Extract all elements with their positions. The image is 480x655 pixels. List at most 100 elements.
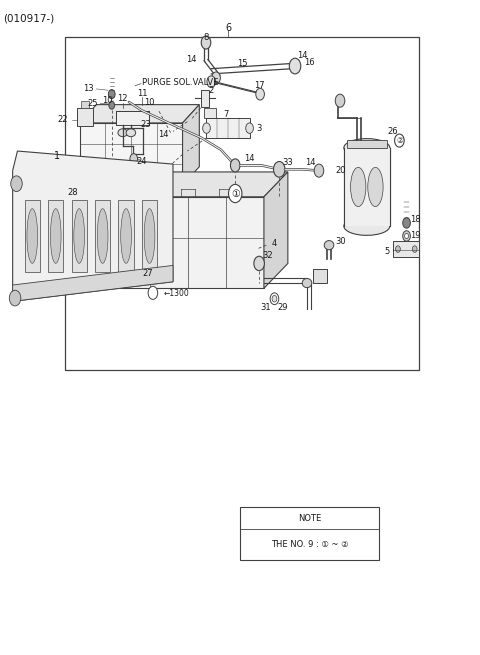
Text: 22: 22 [58, 115, 68, 124]
Ellipse shape [27, 209, 37, 263]
Circle shape [314, 164, 324, 177]
Bar [347, 140, 387, 148]
Text: 29: 29 [278, 303, 288, 312]
Circle shape [201, 36, 211, 49]
Circle shape [228, 184, 242, 202]
Text: 4: 4 [272, 239, 277, 248]
Circle shape [203, 123, 210, 134]
Circle shape [412, 246, 417, 252]
Text: 18: 18 [410, 214, 420, 223]
Polygon shape [80, 123, 182, 185]
Text: 20: 20 [335, 166, 346, 175]
Text: 27: 27 [143, 269, 154, 278]
Circle shape [270, 293, 279, 305]
Circle shape [289, 58, 301, 74]
Ellipse shape [344, 217, 390, 235]
Text: NOTE: NOTE [298, 514, 321, 523]
Circle shape [335, 94, 345, 107]
Circle shape [246, 123, 253, 134]
Text: THE NO. 9 : ① ~ ②: THE NO. 9 : ① ~ ② [271, 540, 348, 550]
Bar [204, 108, 216, 119]
Circle shape [109, 102, 115, 109]
Bar [65, 37, 420, 370]
Polygon shape [182, 105, 199, 185]
Bar [77, 108, 93, 126]
Bar [201, 90, 209, 107]
Text: 30: 30 [335, 236, 346, 246]
Circle shape [274, 162, 285, 177]
Text: 14: 14 [297, 51, 308, 60]
Circle shape [207, 76, 216, 88]
Text: 28: 28 [67, 189, 78, 197]
Text: 8: 8 [204, 33, 209, 42]
Bar [135, 181, 161, 193]
Ellipse shape [144, 209, 155, 263]
Bar [72, 200, 87, 272]
Text: 17: 17 [254, 81, 264, 90]
Bar [24, 200, 40, 272]
Polygon shape [80, 105, 199, 123]
Text: 1: 1 [54, 151, 60, 161]
Bar [240, 507, 379, 559]
Bar [116, 111, 149, 125]
Text: 25: 25 [87, 99, 98, 108]
Text: 12: 12 [118, 94, 128, 103]
Circle shape [88, 193, 96, 203]
Text: 31: 31 [261, 303, 271, 312]
Text: 33: 33 [283, 159, 293, 167]
Bar [48, 200, 63, 272]
Circle shape [403, 217, 410, 228]
Text: 26: 26 [388, 127, 398, 136]
Text: 16: 16 [304, 58, 315, 67]
Polygon shape [12, 151, 173, 301]
Circle shape [11, 176, 22, 191]
Text: 7: 7 [223, 110, 228, 119]
Ellipse shape [350, 168, 366, 206]
Circle shape [405, 233, 408, 238]
Text: (010917-): (010917-) [3, 14, 54, 24]
Bar [81, 102, 89, 108]
Circle shape [403, 231, 410, 241]
Bar [313, 269, 327, 283]
Text: 2: 2 [209, 86, 214, 96]
Text: ②: ② [396, 136, 403, 145]
Text: 11: 11 [137, 89, 147, 98]
Ellipse shape [118, 129, 128, 137]
Ellipse shape [74, 209, 84, 263]
Text: 14: 14 [158, 130, 168, 139]
Text: 5: 5 [385, 246, 390, 255]
Circle shape [395, 134, 404, 147]
Ellipse shape [50, 209, 61, 263]
Text: 24: 24 [137, 157, 147, 166]
Ellipse shape [121, 209, 132, 263]
Text: 19: 19 [410, 231, 420, 240]
Ellipse shape [324, 240, 334, 250]
Ellipse shape [126, 129, 136, 137]
Circle shape [130, 154, 138, 164]
Polygon shape [75, 196, 264, 288]
Bar [344, 148, 390, 226]
Text: 13: 13 [84, 84, 94, 94]
Circle shape [212, 72, 220, 84]
Text: 15: 15 [237, 59, 248, 68]
Text: 6: 6 [225, 23, 231, 33]
Text: ①: ① [231, 189, 240, 198]
Text: PURGE SOL.VALVE: PURGE SOL.VALVE [142, 78, 218, 87]
Circle shape [108, 90, 115, 99]
Polygon shape [12, 265, 173, 301]
Polygon shape [75, 172, 288, 196]
Bar [119, 200, 134, 272]
Circle shape [256, 88, 264, 100]
Text: 14: 14 [244, 155, 255, 163]
Bar [95, 200, 110, 272]
Ellipse shape [368, 168, 383, 206]
Text: 23: 23 [141, 121, 151, 130]
Circle shape [148, 286, 157, 299]
Circle shape [9, 290, 21, 306]
Text: 14: 14 [306, 159, 316, 167]
Bar [142, 200, 157, 272]
Text: 14: 14 [186, 55, 196, 64]
Bar [206, 119, 250, 138]
Text: 10: 10 [102, 96, 112, 105]
Circle shape [230, 159, 240, 172]
